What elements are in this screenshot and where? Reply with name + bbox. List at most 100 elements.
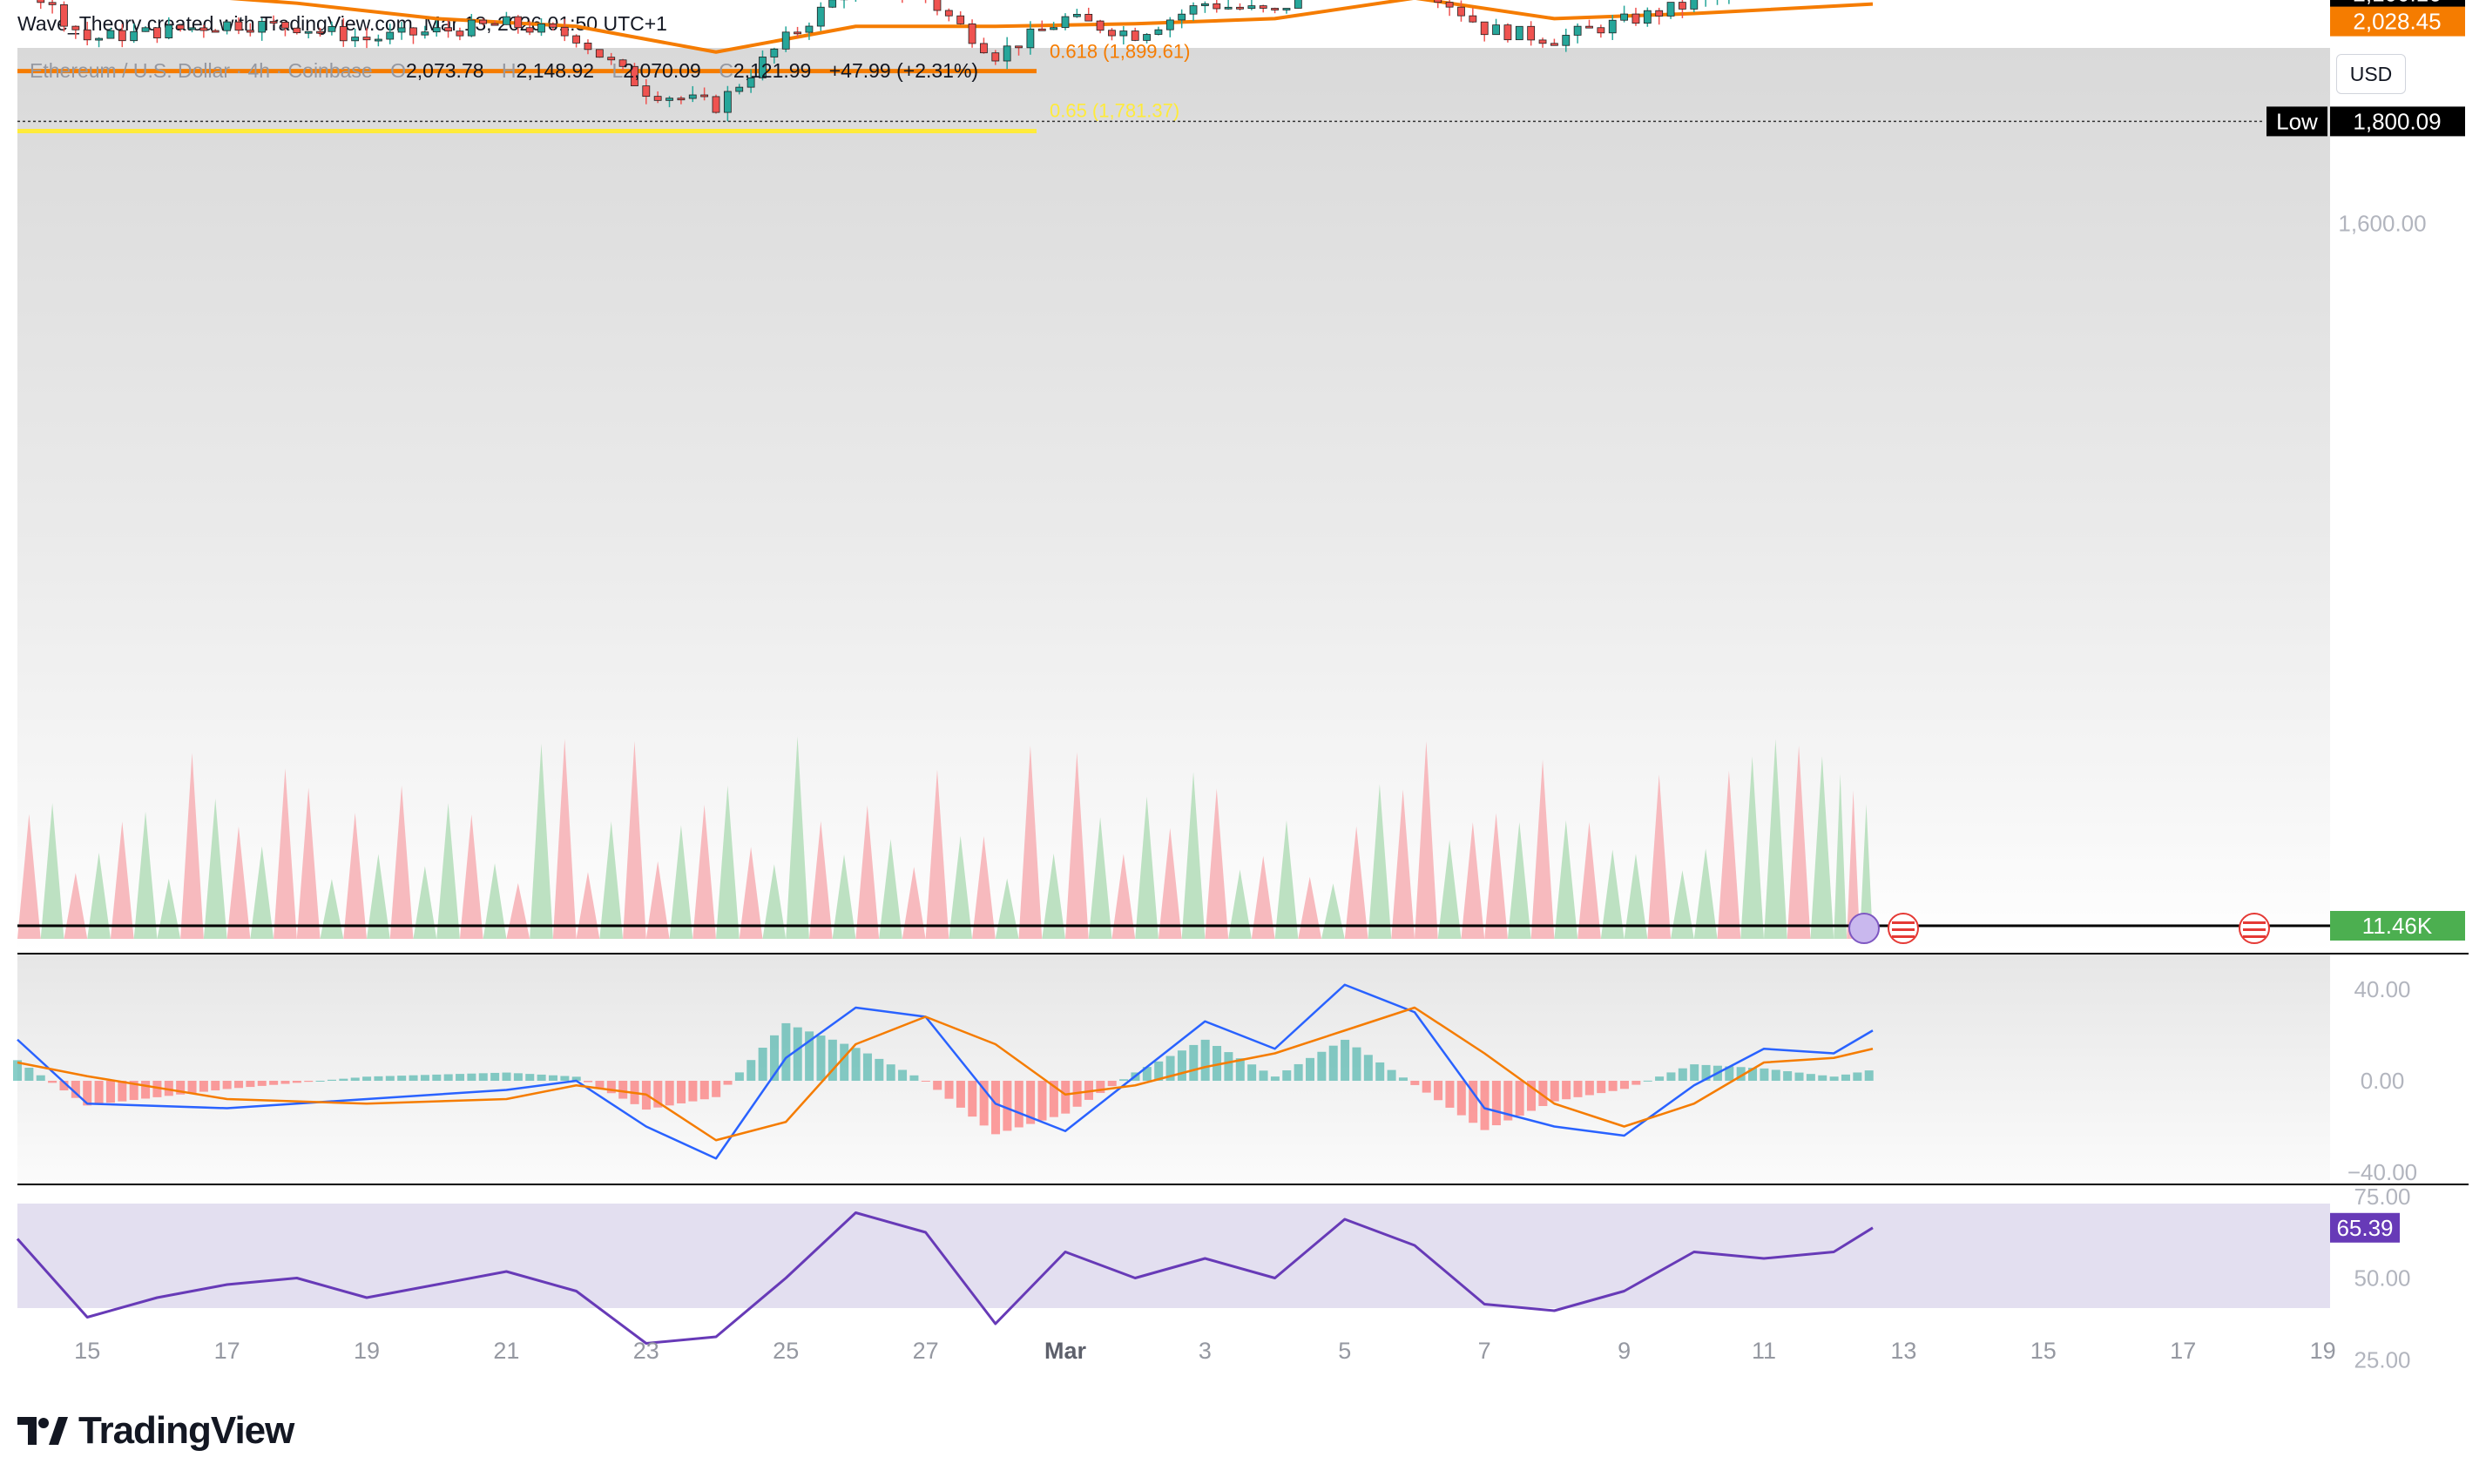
volume-bar — [1530, 759, 1555, 939]
volume-bar — [296, 787, 321, 939]
macd-histogram-bar — [409, 1075, 418, 1081]
candle-body — [141, 27, 150, 32]
macd-histogram-bar — [1224, 1052, 1233, 1081]
macd-histogram-bar — [129, 1081, 138, 1101]
volume-bar — [1484, 813, 1508, 939]
time-axis-tick: 17 — [214, 1338, 240, 1364]
macd-histogram-bar — [257, 1081, 267, 1086]
candle-body — [293, 27, 301, 34]
macd-histogram-bar — [1701, 1064, 1711, 1081]
macd-histogram-bar — [1189, 1044, 1199, 1081]
rsi-band — [17, 1204, 2330, 1308]
candle-body — [304, 30, 313, 34]
candle-body — [1585, 25, 1593, 29]
macd-histogram-bar — [374, 1076, 383, 1081]
tradingview-brand[interactable]: TradingView — [17, 1409, 294, 1453]
time-axis-tick: 5 — [1338, 1338, 1351, 1364]
volume-bar — [1507, 822, 1531, 939]
volume-bar — [1205, 788, 1229, 939]
volume-bar — [1415, 741, 1438, 939]
volume-bar — [1088, 817, 1112, 939]
candle-body — [1515, 25, 1523, 41]
candle-body — [584, 43, 592, 51]
volume-bar — [1111, 853, 1136, 939]
volume-bar — [1554, 820, 1578, 939]
candle-body — [607, 57, 616, 61]
candle-body — [688, 94, 697, 99]
macd-histogram-bar — [898, 1069, 908, 1081]
currency-button[interactable]: USD — [2336, 54, 2406, 94]
volume-bar — [669, 825, 693, 939]
candle-body — [199, 27, 208, 31]
macd-histogram-bar — [979, 1081, 989, 1126]
candle-body — [1003, 45, 1011, 62]
candle-body — [1061, 16, 1070, 29]
legend-symbol: Ethereum / U.S. Dollar · 4h · Coinbase — [30, 59, 373, 82]
candle-body — [1119, 30, 1128, 37]
macd-histogram-bar — [456, 1074, 465, 1081]
volume-bar — [250, 846, 274, 939]
candle-body — [60, 3, 68, 27]
candle-body — [1037, 28, 1046, 31]
tradingview-logo-icon — [17, 1417, 68, 1445]
candle-body — [316, 30, 324, 34]
price-tag-bg — [2330, 106, 2465, 137]
macd-histogram-bar — [513, 1073, 523, 1081]
macd-layer — [13, 983, 1874, 1160]
chart-legend: Ethereum / U.S. Dollar · 4h · Coinbase O… — [30, 59, 978, 83]
macd-histogram-bar — [723, 1081, 733, 1085]
macd-histogram-bar — [1748, 1068, 1758, 1081]
macd-histogram-bar — [105, 1081, 115, 1103]
candle-body — [933, 0, 942, 11]
candle-body — [1597, 27, 1605, 34]
candle-body — [1131, 30, 1139, 41]
macd-histogram-bar — [327, 1079, 336, 1081]
legend-low-value: 2,070.09 — [623, 59, 701, 82]
candle-body — [95, 37, 103, 41]
candle-body — [642, 85, 651, 98]
macd-histogram-bar — [443, 1074, 453, 1081]
volume-bar — [623, 740, 646, 939]
macd-histogram-bar — [1014, 1081, 1023, 1128]
macd-histogram-bar — [699, 1081, 709, 1100]
volume-bar — [483, 863, 507, 939]
candle-body — [1165, 19, 1174, 30]
candle-body — [479, 19, 488, 24]
time-axis-tick: 25 — [773, 1338, 799, 1364]
volume-bar — [1018, 745, 1043, 939]
macd-histogram-bar — [141, 1081, 151, 1099]
candle-body — [48, 2, 57, 5]
fib-0618-label: 0.618 (1,899.61) — [1050, 41, 1190, 63]
us-flag-icon[interactable] — [2239, 913, 2270, 944]
macd-histogram-bar — [991, 1081, 1001, 1135]
candle-body — [246, 30, 254, 33]
event-flag-icon[interactable] — [1848, 913, 1919, 944]
macd-histogram-bar — [1026, 1081, 1036, 1124]
brand-name: TradingView — [78, 1409, 294, 1452]
volume-bar — [902, 867, 926, 939]
macd-histogram-bar — [420, 1075, 429, 1081]
macd-histogram-bar — [385, 1076, 395, 1081]
macd-histogram-bar — [525, 1074, 535, 1081]
candle-body — [188, 27, 196, 30]
volume-bar — [1368, 784, 1392, 939]
signal-line — [17, 1006, 1874, 1142]
macd-axis-tick: −40.00 — [2348, 1159, 2417, 1185]
price-tag-bg — [2330, 0, 2465, 9]
macd-histogram-bar — [1655, 1076, 1665, 1081]
macd-histogram-bar — [1247, 1064, 1257, 1081]
macd-histogram-bar — [944, 1081, 954, 1099]
volume-bar — [436, 803, 460, 939]
candle-body — [677, 98, 686, 101]
candle-body — [234, 21, 243, 31]
macd-histogram-bar — [1375, 1062, 1385, 1081]
candle-body — [1072, 14, 1081, 17]
macd-histogram-bar — [59, 1081, 69, 1091]
macd-histogram-bar — [1061, 1081, 1071, 1114]
candle-body — [1457, 6, 1465, 17]
candle-body — [1178, 13, 1186, 21]
candle-body — [956, 15, 965, 24]
volume-bar — [599, 821, 624, 939]
volume-bar — [1391, 789, 1415, 939]
